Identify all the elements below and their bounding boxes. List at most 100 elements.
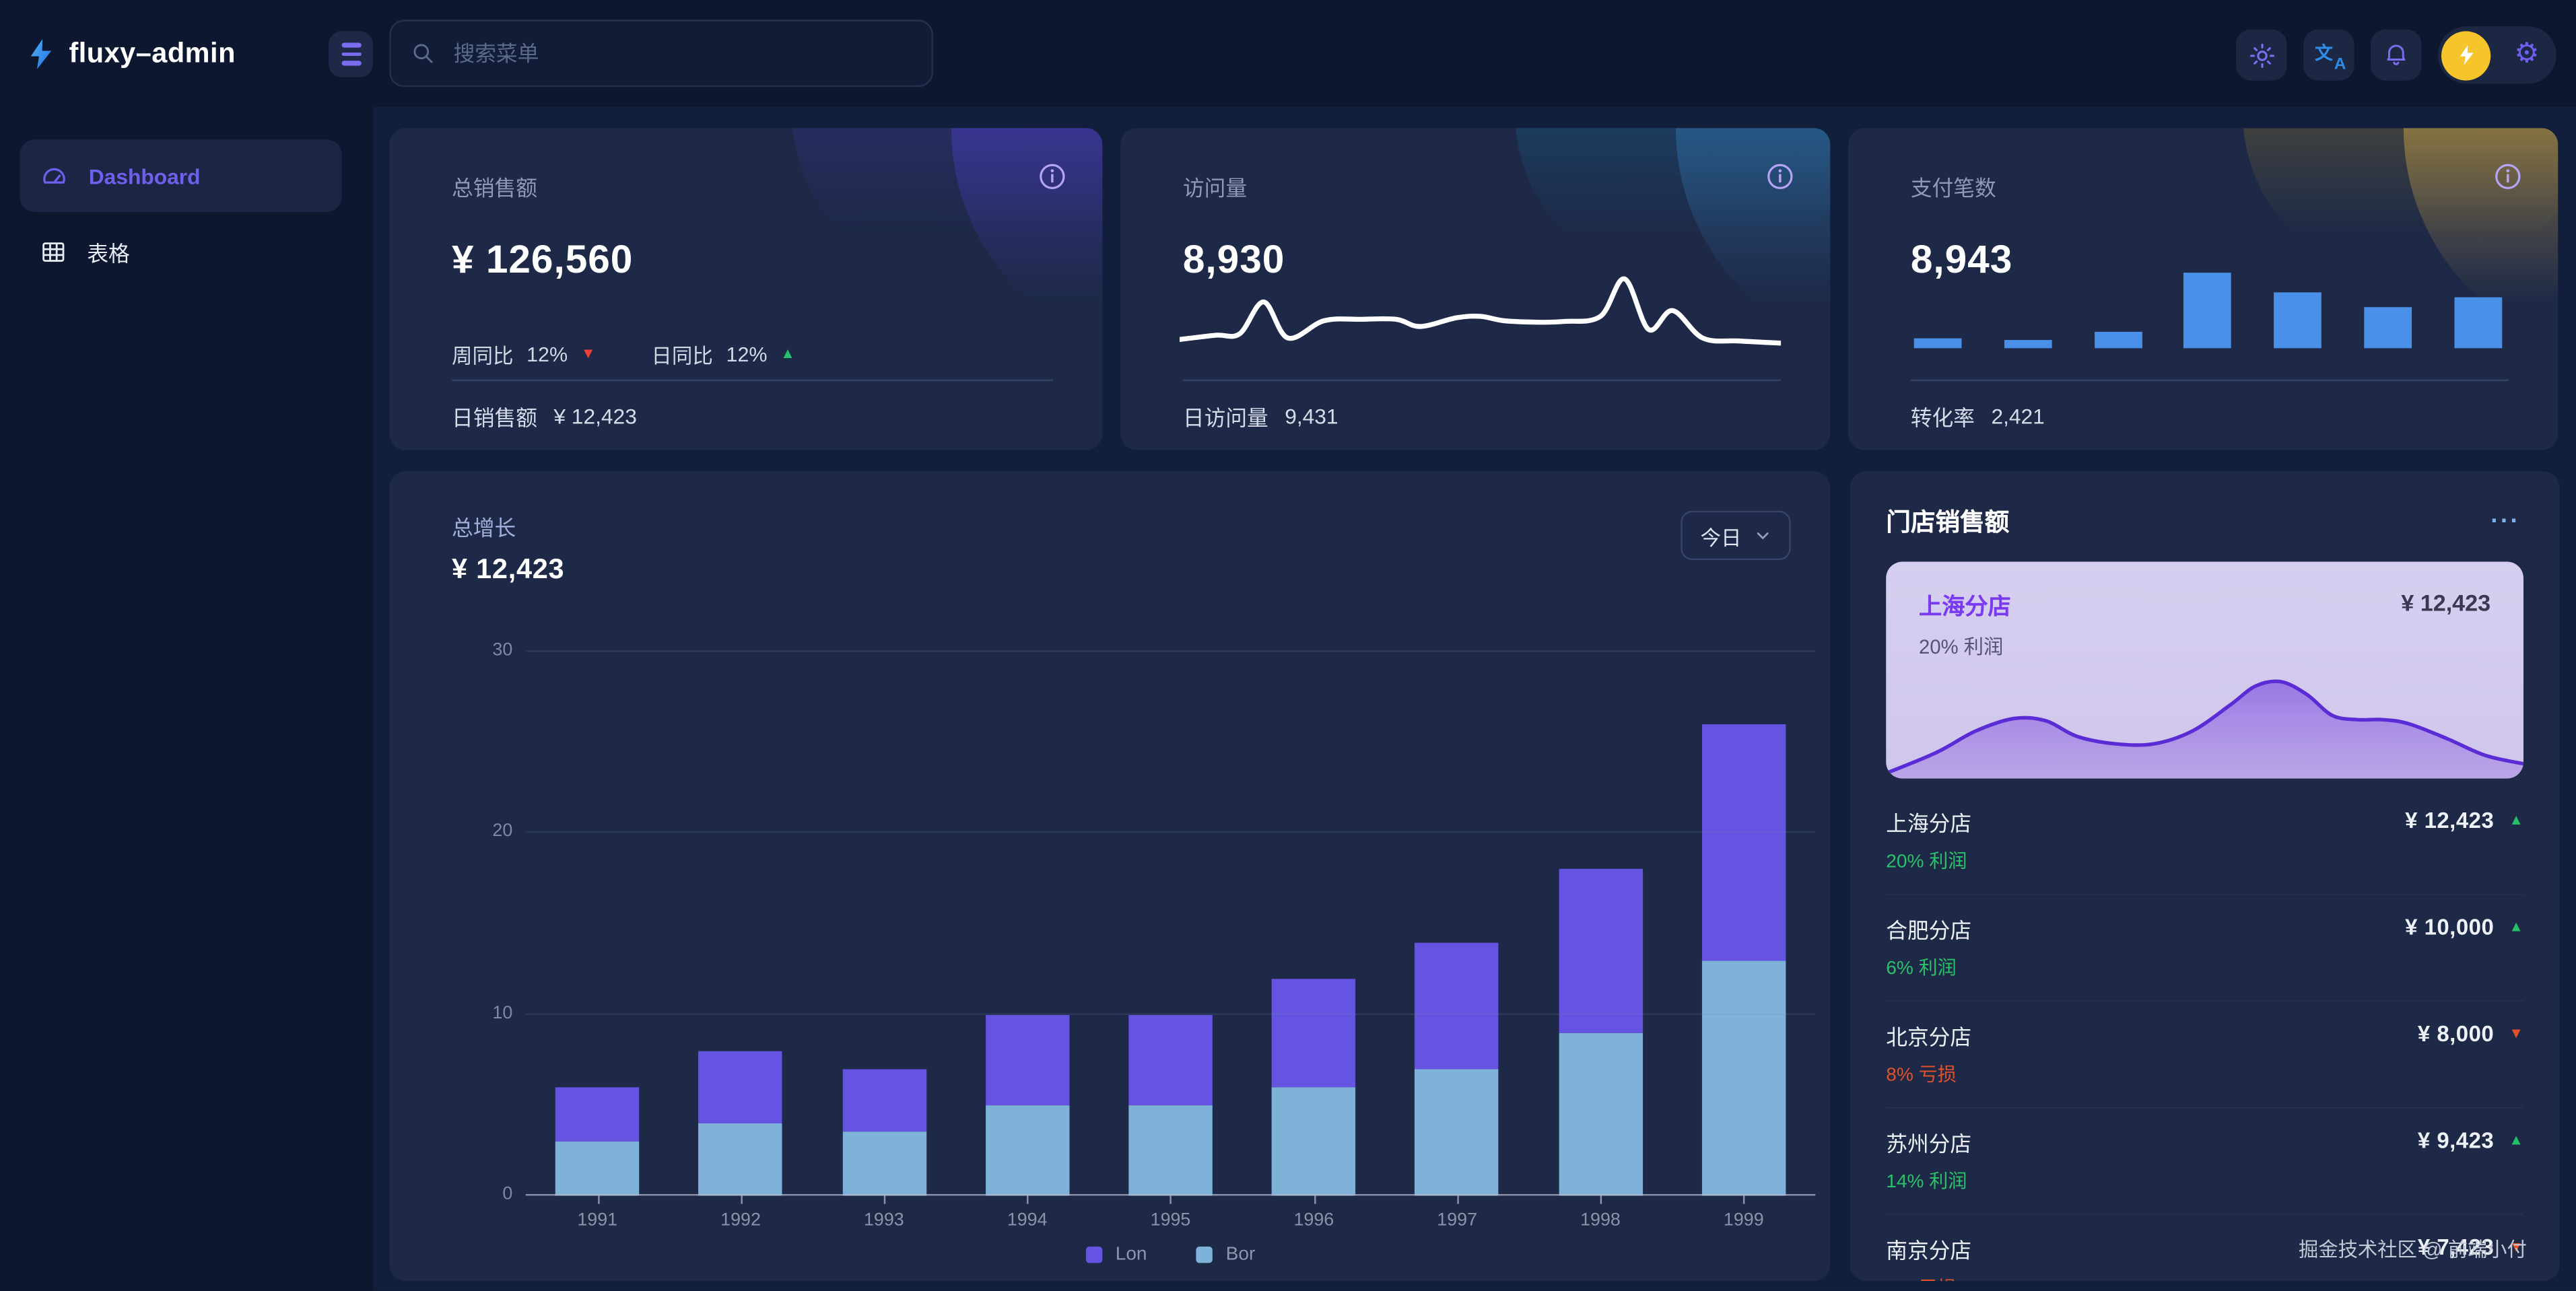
footer-credit: 掘金技术社区 @ 前端小付 bbox=[2299, 1238, 2527, 1261]
growth-chart-plot: 1991 1992 1993 1994 1995 1996 1997 1998 1999 Lon… bbox=[492, 641, 1816, 1265]
store-row[interactable]: 上海分店 20% 利润 ¥ 12,423 ▲ bbox=[1886, 788, 2523, 893]
info-icon[interactable] bbox=[2494, 163, 2521, 190]
store-name: 上海分店 bbox=[1886, 811, 1972, 837]
settings-button[interactable]: ⚙ bbox=[2501, 30, 2553, 81]
stat-footer-value: ¥ 12,423 bbox=[553, 403, 637, 428]
store-note: 6% 利润 bbox=[1886, 959, 1957, 979]
notifications-button[interactable] bbox=[2371, 29, 2422, 81]
store-sales-panel: 门店销售额 ··· 上海分店 ¥ 12,423 20% 利润 上海分 bbox=[1850, 471, 2560, 1282]
stat-title: 访问量 bbox=[1182, 176, 1248, 201]
bar-segment-lon bbox=[1128, 1014, 1213, 1105]
info-icon[interactable] bbox=[1766, 163, 1794, 190]
hamburger-menu-button[interactable] bbox=[329, 31, 373, 77]
top-header: fluxy–admin 文A bbox=[0, 0, 2576, 107]
lightning-avatar-icon bbox=[2459, 45, 2473, 65]
y-axis-tick-label: 20 bbox=[492, 821, 513, 842]
trend-down-icon: ▼ bbox=[2509, 1238, 2523, 1255]
metric-value: 12% bbox=[527, 342, 568, 365]
store-panel-title: 门店销售额 bbox=[1886, 509, 2010, 537]
stat-value: ¥ 126,560 bbox=[452, 238, 634, 283]
bar-column: 1998 bbox=[1529, 652, 1672, 1230]
bar-segment-bor bbox=[555, 1141, 640, 1196]
y-axis-tick-label: 10 bbox=[492, 1003, 513, 1023]
store-row[interactable]: 苏州分店 14% 利润 ¥ 9,423 ▲ bbox=[1886, 1107, 2523, 1214]
store-value: ¥ 12,423 bbox=[2405, 808, 2495, 833]
main-content: 总销售额 ¥ 126,560 周同比 12% ▼ 日同比 12% ▲ 日销售额 bbox=[372, 106, 2576, 1291]
gear-icon: ⚙ bbox=[2514, 38, 2540, 69]
y-axis-tick-label: 30 bbox=[492, 640, 513, 660]
gridline: 0 bbox=[502, 1184, 1816, 1204]
store-row[interactable]: 北京分店 8% 亏损 ¥ 8,000 ▼ bbox=[1886, 1000, 2523, 1107]
metric-label: 日同比 bbox=[651, 345, 713, 368]
visits-card: 访问量 8,930 日访问量 9,431 bbox=[1120, 128, 1831, 450]
bar-column: 1996 bbox=[1242, 652, 1386, 1230]
stat-title: 总销售额 bbox=[452, 176, 537, 201]
total-sales-card: 总销售额 ¥ 126,560 周同比 12% ▼ 日同比 12% ▲ 日销售额 bbox=[389, 128, 1103, 450]
featured-store-profit: 20% 利润 bbox=[1919, 635, 2004, 659]
sidebar-item-label: Dashboard bbox=[88, 163, 201, 188]
store-value: ¥ 9,423 bbox=[2417, 1128, 2495, 1153]
mini-bar bbox=[2094, 332, 2142, 349]
legend-item-bor[interactable]: Bor bbox=[1196, 1245, 1255, 1265]
sun-icon bbox=[2249, 42, 2274, 67]
x-axis-tick-label: 1996 bbox=[1293, 1210, 1334, 1230]
bar-segment-lon bbox=[985, 1014, 1069, 1105]
x-axis-tick-label: 1999 bbox=[1723, 1210, 1764, 1230]
bar-segment-bor bbox=[1701, 960, 1786, 1196]
payments-card: 支付笔数 8,943 转化率 2,421 bbox=[1848, 128, 2558, 450]
stat-footer-label: 日销售额 bbox=[452, 405, 537, 430]
theme-toggle-button[interactable] bbox=[2235, 29, 2287, 81]
store-value: ¥ 8,000 bbox=[2417, 1021, 2495, 1047]
more-options-icon[interactable]: ··· bbox=[2487, 508, 2523, 533]
chevron-down-icon bbox=[1757, 532, 1769, 539]
bar-column: 1993 bbox=[812, 652, 955, 1230]
bar-segment-bor bbox=[842, 1132, 926, 1196]
bar-segment-lon bbox=[555, 1086, 640, 1142]
user-avatar[interactable] bbox=[2441, 30, 2491, 80]
sidebar: Dashboard 表格 bbox=[0, 106, 373, 1291]
bar-segment-lon bbox=[842, 1069, 926, 1133]
bar-segment-lon bbox=[1701, 724, 1786, 961]
mini-bar bbox=[2274, 291, 2322, 349]
stat-footer-value: 9,431 bbox=[1285, 403, 1338, 428]
store-row[interactable]: 南京分店 6% 亏损 ¥ 7,423 ▼ bbox=[1886, 1214, 2523, 1281]
bar-column: 1992 bbox=[669, 652, 813, 1230]
date-range-select[interactable]: 今日 bbox=[1681, 510, 1791, 561]
x-axis-tick-label: 1991 bbox=[577, 1210, 618, 1230]
bar-segment-bor bbox=[985, 1105, 1069, 1196]
store-note: 6% 亏损 bbox=[1886, 1275, 1971, 1281]
growth-chart-card: 总增长 ¥ 12,423 今日 1991 1992 1993 1994 1995 1996… bbox=[389, 471, 1831, 1282]
stat-metrics: 周同比 12% ▼ 日同比 12% ▲ bbox=[452, 339, 795, 370]
trend-up-icon: ▲ bbox=[2509, 811, 2523, 828]
mini-bar bbox=[2364, 306, 2412, 349]
trend-down-icon: ▼ bbox=[2509, 1024, 2523, 1042]
x-axis-tick-label: 1994 bbox=[1007, 1210, 1048, 1230]
mini-bar bbox=[2184, 273, 2232, 349]
store-note: 20% 利润 bbox=[1886, 852, 1967, 872]
store-name: 合肥分店 bbox=[1886, 918, 1972, 943]
store-row[interactable]: 合肥分店 6% 利润 ¥ 10,000 ▲ bbox=[1886, 893, 2523, 1000]
growth-chart-value: ¥ 12,423 bbox=[452, 553, 565, 585]
legend-item-lon[interactable]: Lon bbox=[1085, 1245, 1147, 1265]
store-note: 14% 利润 bbox=[1886, 1173, 1967, 1193]
bar-segment-bor bbox=[1128, 1105, 1213, 1196]
store-name: 南京分店 bbox=[1886, 1238, 1972, 1263]
sidebar-item-table[interactable]: 表格 bbox=[20, 215, 341, 287]
store-note: 8% 亏损 bbox=[1886, 1066, 1957, 1086]
x-axis-tick-label: 1997 bbox=[1437, 1210, 1478, 1230]
y-axis-tick-label: 0 bbox=[502, 1184, 513, 1204]
info-icon[interactable] bbox=[1038, 163, 1066, 190]
bar-segment-lon bbox=[698, 1051, 783, 1123]
sidebar-item-dashboard[interactable]: Dashboard bbox=[20, 139, 342, 212]
metric-label: 周同比 bbox=[452, 345, 514, 368]
bar-column: 1997 bbox=[1386, 652, 1529, 1230]
bar-segment-bor bbox=[698, 1123, 783, 1196]
stat-value: 8,943 bbox=[1910, 238, 2013, 283]
store-name: 北京分店 bbox=[1886, 1024, 1972, 1050]
featured-store-card[interactable]: 上海分店 ¥ 12,423 20% 利润 bbox=[1886, 561, 2523, 779]
search-input[interactable] bbox=[450, 39, 912, 68]
x-axis-tick-label: 1992 bbox=[720, 1210, 761, 1230]
gauge-icon bbox=[43, 168, 65, 184]
stat-footer-label: 转化率 bbox=[1910, 405, 1975, 430]
